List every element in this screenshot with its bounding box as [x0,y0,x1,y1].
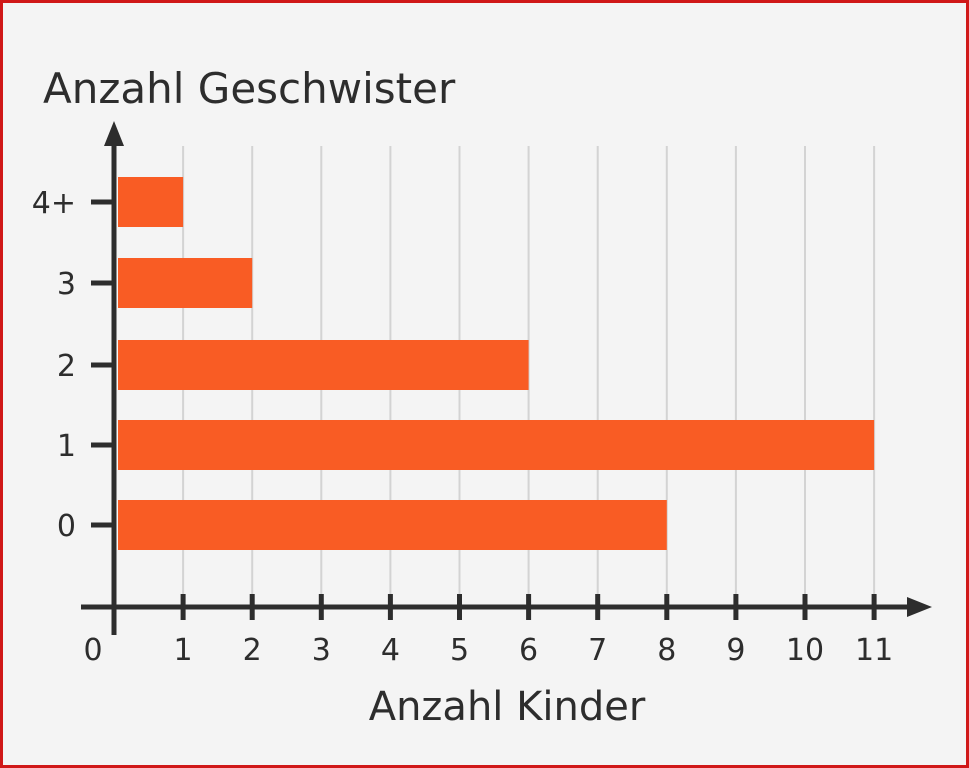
bar-4plus [118,177,184,227]
bar-3 [118,258,253,308]
bars [118,177,875,550]
x-tick-label: 5 [450,633,469,668]
x-tick-label: 4 [381,633,400,668]
ticks: 0 1 2 3 4 5 6 7 8 9 10 11 0 1 2 3 4+ [32,186,893,668]
x-tick-label: 6 [519,633,538,668]
x-tick-label: 11 [855,633,893,668]
x-tick-label: 1 [174,633,193,668]
x-tick-label: 8 [657,633,676,668]
y-axis-arrow-icon [104,121,124,146]
x-tick-label: 2 [243,633,262,668]
y-axis-label: Anzahl Geschwister [43,64,456,113]
y-tick-label: 3 [57,267,76,302]
x-tick-label: 7 [588,633,607,668]
bar-1 [118,420,875,470]
x-tick-label: 0 [83,633,102,668]
x-axis-arrow-icon [907,597,932,617]
bar-0 [118,500,667,550]
x-tick-label: 3 [312,633,331,668]
x-tick-label: 10 [786,633,824,668]
bar-2 [118,340,529,390]
y-tick-label: 4+ [32,186,76,221]
y-tick-label: 0 [57,509,76,544]
axes [81,121,932,635]
y-tick-label: 2 [57,349,76,384]
y-tick-label: 1 [57,429,76,464]
x-axis-label: Anzahl Kinder [369,684,646,730]
x-tick-label: 9 [726,633,745,668]
